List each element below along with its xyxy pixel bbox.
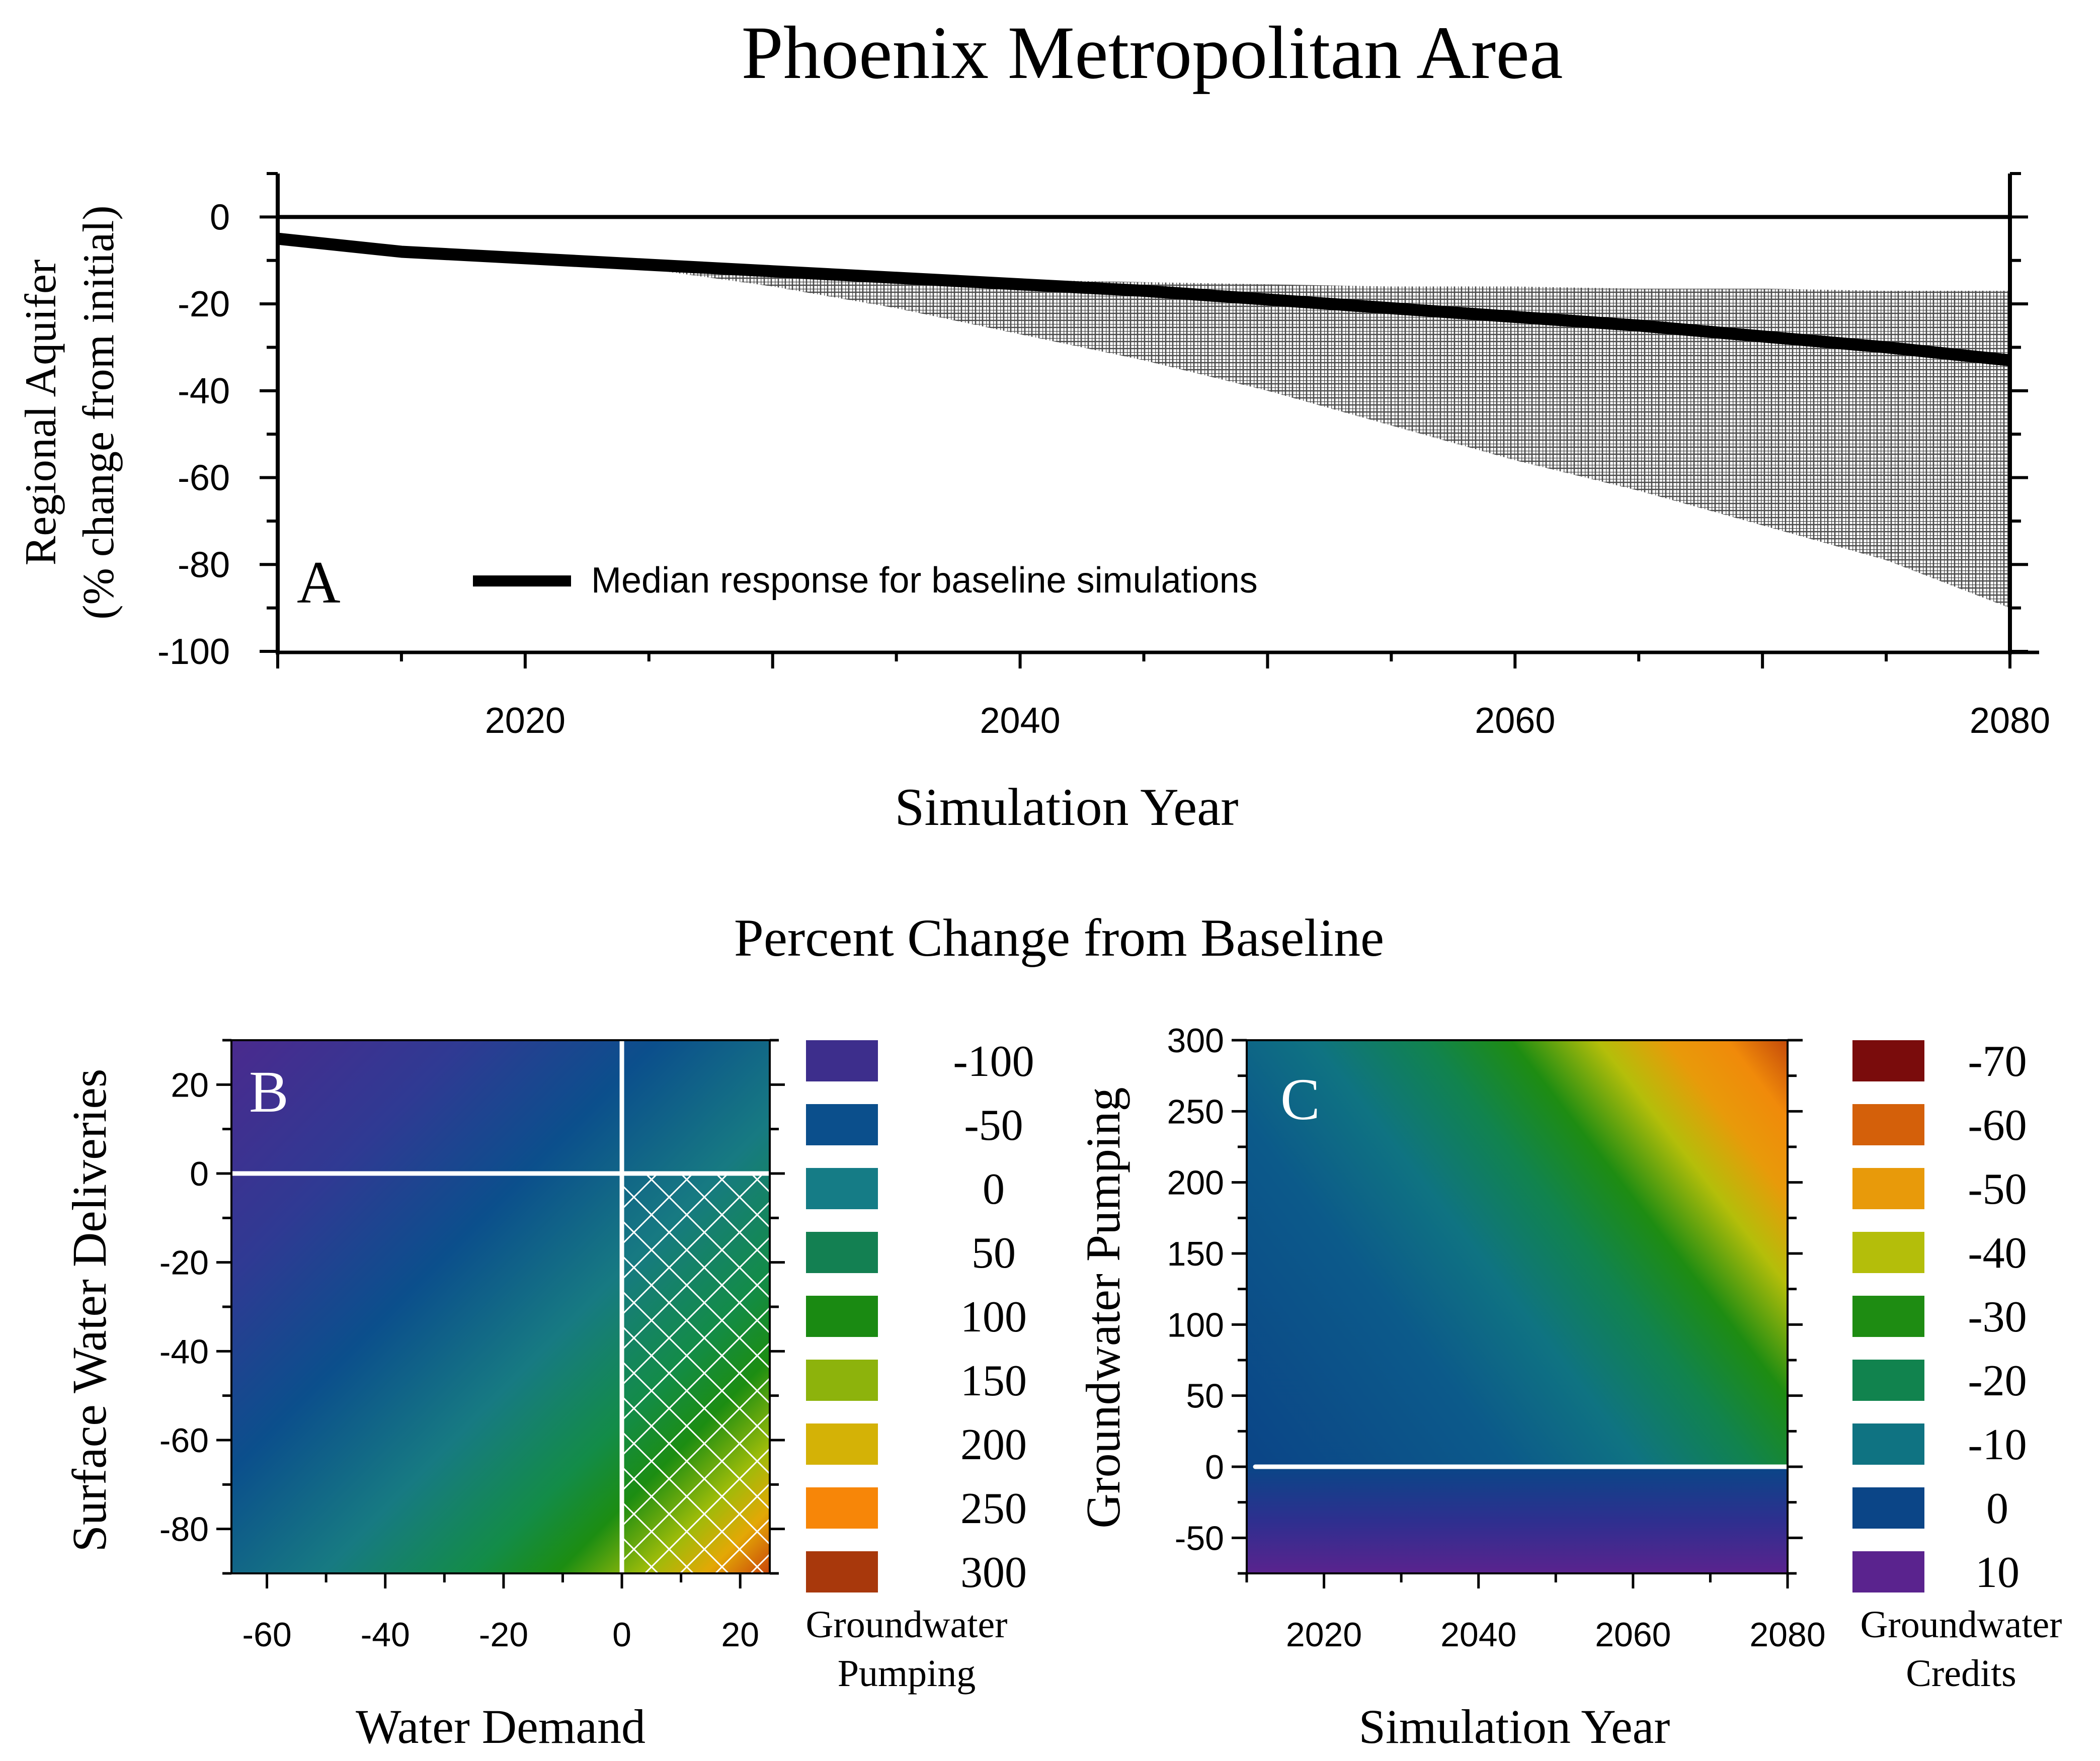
panel-a-ytick-label: -80 <box>178 545 230 585</box>
panel-c-colorbar-label: -60 <box>1968 1101 2027 1150</box>
panel-a-ytick-label: -60 <box>178 458 230 498</box>
panel-c-ytick-label: 0 <box>1205 1448 1224 1486</box>
panel-c-letter: C <box>1280 1066 1320 1132</box>
panel-b-colorbar-label: -50 <box>964 1101 1023 1150</box>
panel-c-xtick-label: 2020 <box>1286 1616 1362 1654</box>
panel-c-ytick-label: 150 <box>1167 1235 1224 1273</box>
panel-b-ytick-label: -40 <box>159 1332 209 1371</box>
panel-a-ytick-label: -40 <box>178 371 230 411</box>
panel-a-ylabel-line1: Regional Aquifer <box>17 260 65 566</box>
panel-b-xtick-label: -40 <box>361 1616 410 1654</box>
panel-b-colorbar-swatch <box>806 1423 878 1465</box>
panel-b-colorbar-swatch <box>806 1551 878 1592</box>
panel-b-colorbar-title-line1: Groundwater <box>806 1604 1008 1646</box>
panel-b-colorbar-swatch <box>806 1040 878 1081</box>
panel-b-ylabel: Surface Water Deliveries <box>62 1069 116 1552</box>
panel-c-colorbar-swatch <box>1852 1040 1924 1081</box>
panel-a-xtick-label: 2020 <box>485 701 566 741</box>
panel-c-colorbar-label: -70 <box>1968 1037 2027 1086</box>
median-series-line <box>278 232 2010 367</box>
panel-b-colorbar-swatch <box>806 1104 878 1145</box>
panel-c-ytick-label: -50 <box>1175 1519 1224 1557</box>
panel-c-colorbar-swatch <box>1852 1296 1924 1337</box>
panel-b-xtick-label: -20 <box>479 1616 528 1654</box>
panel-a-ytick-label: -20 <box>178 284 230 324</box>
panel-c-xtick-label: 2040 <box>1440 1616 1516 1654</box>
panel-c-xlabel: Simulation Year <box>1359 1700 1670 1753</box>
panel-a-ytick-label: 0 <box>210 197 230 237</box>
panel-b-colorbar-swatch <box>806 1232 878 1273</box>
panel-b-colorbar-label: 50 <box>972 1229 1016 1278</box>
panel-c-ytick-label: 250 <box>1167 1093 1224 1131</box>
panel-a-xtick-label: 2060 <box>1475 701 1555 741</box>
panel-a-xtick-label: 2040 <box>980 701 1060 741</box>
panel-c-colorbar-title-line1: Groundwater <box>1861 1604 2062 1646</box>
panel-b-colorbar-label: 100 <box>960 1293 1027 1341</box>
panel-b-colorbar-label: 250 <box>960 1484 1027 1533</box>
panel-c-frame <box>1246 1039 1789 1574</box>
panel-c-colorbar-title-line2: Credits <box>1906 1652 2016 1695</box>
panel-b-ytick-label: -20 <box>159 1244 209 1282</box>
panel-b-hatch <box>621 1175 770 1573</box>
panel-b-colorbar-label: 150 <box>960 1357 1027 1405</box>
panel-c-colorbar-label: -30 <box>1968 1293 2027 1341</box>
panel-c-colorbar-label: -20 <box>1968 1357 2027 1405</box>
panel-a-letter: A <box>297 549 341 616</box>
panel-b-ytick-label: -60 <box>159 1421 209 1460</box>
panel-c-colorbar-swatch <box>1852 1487 1924 1529</box>
section-title: Percent Change from Baseline <box>734 908 1384 967</box>
panel-a-ytick-label: -100 <box>157 632 230 672</box>
panel-a-xtick-label: 2080 <box>1970 701 2050 741</box>
panel-c-colorbar-label: 0 <box>1986 1484 2008 1533</box>
panel-c-colorbar-label: 10 <box>1975 1548 2020 1597</box>
panel-c-ylabel: Groundwater Pumping <box>1076 1087 1130 1528</box>
panel-b-colorbar-label: -100 <box>953 1037 1034 1086</box>
panel-b-letter: B <box>249 1059 289 1125</box>
panel-b-colorbar-label: 0 <box>983 1165 1005 1214</box>
panel-c-xtick-label: 2060 <box>1595 1616 1671 1654</box>
panel-c-colorbar-swatch <box>1852 1423 1924 1465</box>
panel-b-xtick-label: 0 <box>612 1616 631 1654</box>
legend-median-label: Median response for baseline simulations <box>591 560 1258 601</box>
panel-b-colorbar-swatch <box>806 1360 878 1401</box>
panel-b-xtick-label: 20 <box>721 1616 759 1654</box>
panel-c-ytick-label: 50 <box>1186 1377 1224 1415</box>
panel-a-chart: 0 -20 -40 -60 -80 -100 2020 2040 2060 2080 A Medi… <box>17 172 2050 836</box>
panel-b-ytick-label: 0 <box>190 1155 209 1193</box>
panel-c-colorbar-swatch <box>1852 1104 1924 1145</box>
panel-c-colorbar-label: -40 <box>1968 1229 2027 1278</box>
panel-b-ytick-label: -80 <box>159 1511 209 1549</box>
panel-b-xtick-label: -60 <box>242 1616 291 1654</box>
panel-b-colorbar-swatch <box>806 1168 878 1209</box>
panel-c-colorbar-label: -10 <box>1968 1420 2027 1469</box>
panel-c-colorbar-swatch <box>1852 1168 1924 1209</box>
panel-a-ylabel-line2: (% change from initial) <box>74 205 123 619</box>
panel-c-xtick-label: 2080 <box>1749 1616 1825 1654</box>
panel-c-ytick-label: 300 <box>1167 1022 1224 1060</box>
panel-b-chart: 200-20-40-60-80-60 -40 -20 0 20 B Surface Wa… <box>62 1037 1034 1753</box>
figure-title: Phoenix Metropolitan Area <box>741 11 1563 95</box>
panel-c-ytick-label: 100 <box>1167 1306 1224 1344</box>
panel-c-colorbar: -70 -60 -50 -40 -30 -20 -10 0 10 <box>1852 1037 2027 1597</box>
uncertainty-band <box>278 238 2010 608</box>
panel-b-colorbar-swatch <box>806 1487 878 1529</box>
panel-b-colorbar-label: 300 <box>960 1548 1027 1597</box>
panel-c-lower-band <box>1247 1469 1788 1573</box>
panel-b-ytick-label: 20 <box>171 1066 209 1104</box>
panel-c-colorbar-swatch <box>1852 1232 1924 1273</box>
panel-c-colorbar-swatch <box>1852 1551 1924 1592</box>
panel-c-colorbar-label: -50 <box>1968 1165 2027 1214</box>
panel-b-xlabel: Water Demand <box>356 1700 645 1753</box>
panel-b-colorbar-title-line2: Pumping <box>838 1652 976 1695</box>
panel-c-ytick-label: 200 <box>1167 1164 1224 1202</box>
panel-a-xlabel: Simulation Year <box>895 778 1238 836</box>
panel-b-colorbar-label: 200 <box>960 1420 1027 1469</box>
panel-b-colorbar-swatch <box>806 1296 878 1337</box>
panel-c-colorbar-swatch <box>1852 1360 1924 1401</box>
panel-b-colorbar: -100 -50 0 50 100 150 200 250 300 <box>806 1037 1034 1597</box>
